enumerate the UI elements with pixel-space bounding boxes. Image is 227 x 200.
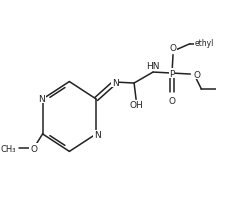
Text: ethyl: ethyl bbox=[195, 39, 214, 48]
Text: O: O bbox=[30, 144, 37, 153]
Text: N: N bbox=[112, 78, 118, 87]
Text: CH₃: CH₃ bbox=[0, 144, 16, 153]
Text: OH: OH bbox=[129, 101, 143, 110]
Text: HN: HN bbox=[146, 62, 160, 71]
Text: O: O bbox=[168, 96, 175, 105]
Text: P: P bbox=[169, 69, 175, 78]
Text: N: N bbox=[38, 94, 45, 103]
Text: O: O bbox=[193, 70, 200, 79]
Text: N: N bbox=[94, 131, 101, 140]
Text: O: O bbox=[170, 43, 177, 52]
